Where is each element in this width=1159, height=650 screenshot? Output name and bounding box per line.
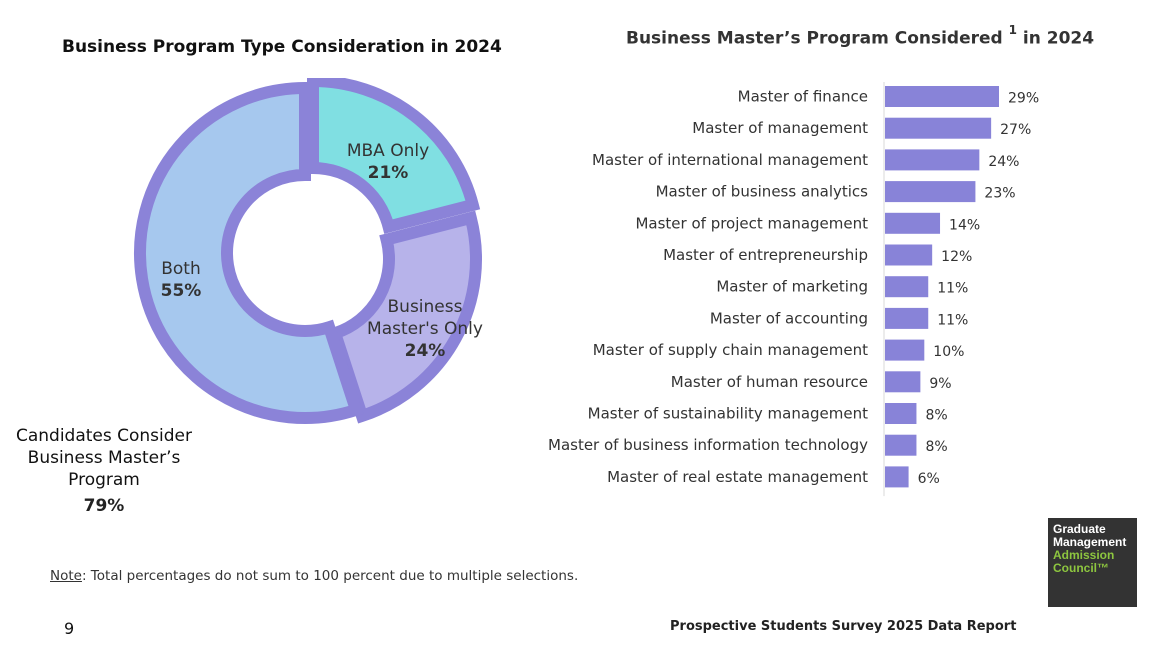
bar [885,466,909,488]
candidates-consider-value: 79% [83,496,125,516]
report-title: Prospective Students Survey 2025 Data Re… [670,619,1017,634]
bar [885,117,992,139]
bar-category-label: Master of marketing [716,278,868,296]
bar [885,403,917,424]
bar [885,339,925,361]
slice-value-label: 55% [161,281,202,301]
slice-value-label: 24% [405,341,446,361]
logo-line: Council™ [1053,561,1109,575]
bar-value-label: 11% [937,281,968,297]
donut-chart-title: Business Program Type Consideration in 2… [62,37,502,57]
slice-label: Both [161,259,201,279]
bar-category-label: Master of international management [592,151,868,169]
logo-line: Management [1053,535,1127,549]
bar-category-label: Master of supply chain management [593,341,868,359]
slice-label: MBA Only [347,141,429,161]
annotation-line: Business Master’s [27,448,181,468]
bar-category-label: Master of finance [738,88,868,106]
bar-value-label: 14% [949,217,980,233]
bar-value-label: 6% [918,471,940,487]
note-text: : Total percentages do not sum to 100 pe… [81,568,579,584]
bar [885,86,999,107]
bar-category-label: Master of accounting [710,309,868,327]
bar [885,276,929,298]
bar [885,244,933,266]
bar-category-label: Master of sustainability management [588,405,868,423]
footnote-marker: 1 [1008,23,1017,37]
logo-line: Graduate [1053,522,1106,536]
page-number: 9 [64,619,75,638]
bar [885,212,941,234]
bar-chart-title: Business Master’s Program Considered 1 i… [626,23,1095,49]
bar [885,181,976,203]
bar-value-label: 9% [929,376,951,392]
donut-slice [134,81,364,424]
donut-slice [307,78,481,234]
bar-category-label: Master of real estate management [607,468,868,486]
bar-category-label: Master of business information technolog… [548,436,868,454]
bar-value-label: 27% [1000,122,1031,138]
slice-label: Master's Only [367,319,483,339]
bar-category-label: Master of human resource [671,373,868,391]
bar-category-label: Master of project management [635,214,868,232]
bar-value-label: 29% [1008,91,1039,107]
bar-category-label: Master of entrepreneurship [663,246,868,264]
bar-value-label: 10% [933,344,964,360]
bar-chart-title-text: Business Master’s Program Considered [626,28,1003,49]
bar-value-label: 11% [937,312,968,328]
bar-value-label: 23% [984,186,1015,202]
slice-label: Business [388,297,463,317]
slice-value-label: 21% [368,163,409,183]
note-label: Note [50,568,82,584]
bar-chart-title-suffix: in 2024 [1022,28,1095,49]
bar [885,149,980,171]
bar-value-label: 12% [941,249,972,265]
bar-value-label: 24% [988,154,1019,170]
bar-category-label: Master of management [692,119,868,137]
bar-category-label: Master of business analytics [656,183,869,201]
bar [885,371,921,393]
bar [885,434,917,456]
annotation-line: Candidates Consider [15,426,193,446]
footnote: Note: Total percentages do not sum to 10… [50,568,578,584]
annotation-line: Program [68,470,140,490]
logo-line: Admission [1053,548,1115,562]
bar-chart: Master of finance 29% Master of management… [548,82,1039,497]
bar [885,307,929,329]
bar-value-label: 8% [925,408,947,424]
bar-value-label: 8% [925,439,947,455]
candidates-consider-annotation: Candidates Consider Business Master’s Pr… [14,425,194,491]
gmac-logo: Graduate Management Admission Council™ [1048,518,1137,607]
donut-slice [327,210,482,424]
